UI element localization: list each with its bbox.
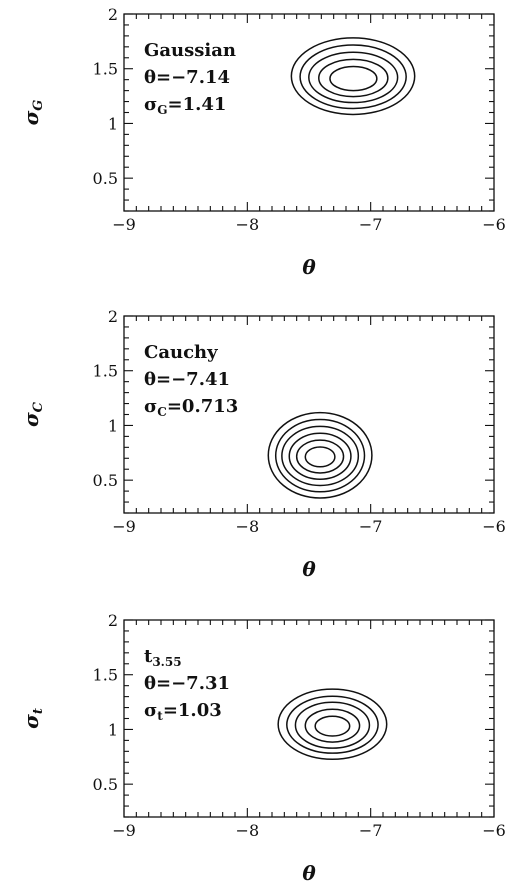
- x-tick-label: −6: [482, 517, 506, 536]
- x-axis-label: θ: [302, 255, 316, 279]
- y-tick-label: 1: [108, 416, 118, 435]
- x-tick-label: −9: [112, 821, 136, 840]
- y-tick-label: 0.5: [93, 169, 118, 188]
- y-tick-label: 1: [108, 114, 118, 133]
- annotation: t3.55 θ=−7.31 σt=1.03: [144, 646, 230, 723]
- y-axis-label: σt: [19, 708, 46, 729]
- annotation-line: Cauchy: [144, 342, 218, 363]
- contour-line: [314, 715, 351, 737]
- y-tick-label: 0.5: [93, 775, 118, 794]
- contour-line: [295, 439, 345, 474]
- chart-panel-gaussian: −9 −8 −7 −6 0.5 1 1.5 2 θ σG Gaussian θ=−7.14 σG=1.4…: [19, 5, 506, 279]
- contour-line: [304, 446, 336, 468]
- x-tick-label: −8: [236, 215, 260, 234]
- contour-group: [277, 688, 388, 760]
- x-axis-label: θ: [302, 861, 316, 885]
- y-axis-label: σG: [19, 100, 46, 126]
- x-tick-label: −8: [236, 517, 260, 536]
- annotation: Gaussian θ=−7.14 σG=1.41: [144, 40, 236, 117]
- annotation-line: θ=−7.14: [144, 67, 230, 88]
- contour-line: [288, 432, 352, 480]
- x-tick-label: −8: [236, 821, 260, 840]
- y-axis-label: σC: [19, 401, 46, 427]
- contour-line: [329, 65, 378, 92]
- y-tick-label: 1.5: [93, 666, 118, 685]
- x-tick-label: −6: [482, 215, 506, 234]
- annotation-line: σC=0.713: [144, 396, 238, 419]
- contour-line: [318, 58, 389, 98]
- contour-line: [286, 695, 379, 754]
- contour-line: [304, 708, 361, 743]
- contour-line: [294, 701, 371, 749]
- annotation-line: θ=−7.41: [144, 369, 230, 390]
- x-tick-label: −7: [359, 821, 383, 840]
- x-tick-label: −9: [112, 215, 136, 234]
- contour-line: [267, 411, 373, 499]
- contour-line: [281, 425, 360, 487]
- chart-panel-student-t: −9 −8 −7 −6 0.5 1 1.5 2 θ σt t3.55 θ=−7.31 σt=1.03: [19, 611, 506, 885]
- contour-line: [290, 37, 416, 116]
- y-tick-label: 0.5: [93, 471, 118, 490]
- annotation-line: θ=−7.31: [144, 673, 230, 694]
- y-tick-label: 1: [108, 720, 118, 739]
- x-axis-label: θ: [302, 557, 316, 581]
- contour-line: [277, 688, 388, 760]
- y-tick-label: 2: [108, 5, 118, 24]
- contour-line: [274, 418, 366, 493]
- y-tick-label: 2: [108, 307, 118, 326]
- contour-line: [308, 51, 399, 104]
- y-tick-label: 1.5: [93, 60, 118, 79]
- annotation-line: σG=1.41: [144, 94, 226, 117]
- annotation-line: t3.55: [144, 646, 182, 669]
- chart-panel-cauchy: −9 −8 −7 −6 0.5 1 1.5 2 θ σC Cauchy θ=−7.41 σC=0.713: [19, 307, 506, 581]
- x-tick-label: −7: [359, 215, 383, 234]
- contour-group: [290, 37, 416, 116]
- annotation-line: Gaussian: [144, 40, 236, 61]
- annotation: Cauchy θ=−7.41 σC=0.713: [144, 342, 238, 419]
- y-tick-label: 1.5: [93, 362, 118, 381]
- annotation-line: σt=1.03: [144, 700, 222, 723]
- x-tick-label: −9: [112, 517, 136, 536]
- contour-group: [267, 411, 373, 499]
- x-tick-label: −7: [359, 517, 383, 536]
- y-tick-label: 2: [108, 611, 118, 630]
- x-tick-label: −6: [482, 821, 506, 840]
- contour-line: [299, 44, 407, 110]
